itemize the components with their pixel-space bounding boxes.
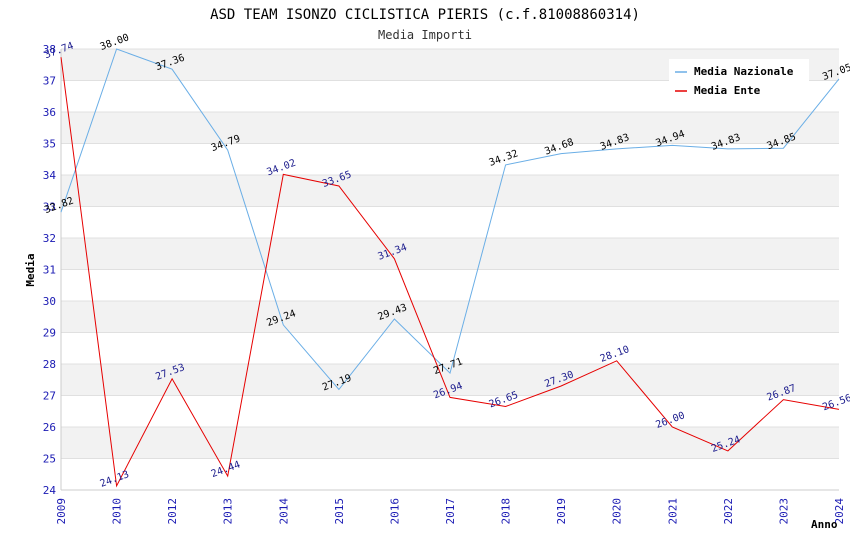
chart-subtitle: Media Importi	[378, 28, 472, 42]
grid-band	[61, 269, 839, 301]
grid-band	[61, 175, 839, 207]
x-tick-label: 2021	[666, 498, 679, 525]
x-tick-label: 2014	[277, 498, 290, 525]
legend-label-nazionale: Media Nazionale	[694, 65, 794, 78]
x-axis-label: Anno	[811, 518, 838, 531]
y-tick-label: 30	[43, 295, 56, 308]
x-tick-label: 2024	[833, 498, 846, 525]
legend: Media Nazionale Media Ente	[669, 59, 809, 99]
y-tick-label: 32	[43, 232, 56, 245]
grid-band	[61, 238, 839, 270]
grid-lines	[60, 48, 839, 491]
legend-box	[669, 59, 809, 99]
series-line-ente	[60, 57, 840, 488]
y-tick-label: 37	[43, 75, 56, 88]
y-tick-label: 28	[43, 358, 56, 371]
y-tick-label: 33	[43, 201, 56, 214]
x-tick-label: 2020	[611, 498, 624, 525]
y-tick-label: 29	[43, 327, 56, 340]
x-tick-label: 2013	[222, 498, 235, 525]
y-tick-label: 35	[43, 138, 56, 151]
y-tick-label: 34	[43, 169, 57, 182]
legend-label-ente: Media Ente	[694, 84, 761, 97]
chart-title: ASD TEAM ISONZO CICLISTICA PIERIS (c.f.8…	[210, 7, 640, 23]
y-tick-label: 31	[43, 264, 56, 277]
y-tick-label: 25	[43, 453, 56, 466]
x-axis-ticks: 2009 2010 2012 2013 2014 2015 2016 2017 2018 2019…	[55, 498, 846, 525]
x-tick-label: 2022	[722, 498, 735, 525]
x-tick-label: 2018	[500, 498, 513, 525]
y-axis-label: Media	[24, 253, 37, 286]
y-tick-label: 26	[43, 421, 56, 434]
grid-band	[61, 458, 839, 490]
x-tick-label: 2010	[111, 498, 124, 525]
grid-band	[61, 395, 839, 427]
y-tick-label: 27	[43, 390, 56, 403]
grid-band	[61, 332, 839, 364]
y-tick-label: 36	[43, 106, 56, 119]
grid-band	[61, 364, 839, 396]
grid-band	[61, 112, 839, 144]
x-tick-label: 2019	[555, 498, 568, 525]
x-tick-label: 2016	[388, 498, 401, 525]
grid-band	[61, 143, 839, 175]
grid-band	[61, 301, 839, 333]
grid-bands	[61, 49, 839, 490]
y-tick-label: 24	[43, 484, 57, 497]
series-line-nazionale	[60, 48, 840, 391]
x-tick-label: 2012	[166, 498, 179, 525]
x-tick-label: 2023	[777, 498, 790, 525]
y-axis-ticks: 24 25 26 27 28 29 30 31 32 33 34 35 36 37 38	[43, 43, 57, 497]
x-tick-label: 2015	[333, 498, 346, 525]
series-lines	[60, 48, 840, 488]
x-tick-label: 2017	[444, 498, 457, 525]
y-tick-label: 38	[43, 43, 56, 56]
x-tick-label: 2009	[55, 498, 68, 525]
grid-band	[61, 206, 839, 238]
